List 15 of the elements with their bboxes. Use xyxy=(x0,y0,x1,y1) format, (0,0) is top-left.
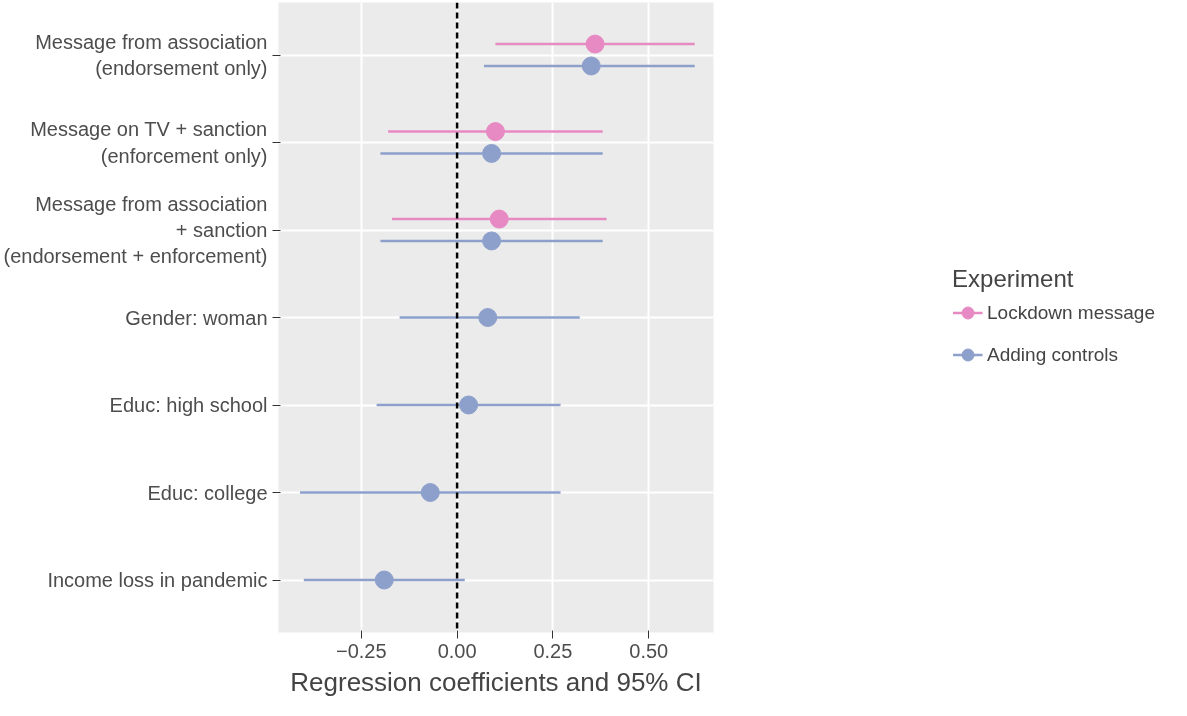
x-tick-label: 0.50 xyxy=(629,639,669,662)
y-tick-label: Educ: high school xyxy=(109,394,268,416)
legend-title: Experiment xyxy=(952,264,1075,293)
x-tick-label: −0.25 xyxy=(335,639,387,662)
legend-label: Lockdown message xyxy=(987,301,1155,324)
y-tick-label: Gender: woman xyxy=(125,306,268,329)
x-tick-label: 0.25 xyxy=(533,639,573,662)
x-tick-label: 0.00 xyxy=(437,639,477,662)
x-axis-title: Regression coefficients and 95% CI xyxy=(290,666,702,697)
y-tick-label: Income loss in pandemic xyxy=(47,569,268,591)
legend-label: Adding controls xyxy=(987,343,1118,366)
y-tick-label: Message from association (endorsement only) xyxy=(35,30,268,80)
y-tick-label: Educ: college xyxy=(147,481,268,504)
y-tick-label: Message on TV + sanction (enforcement only) xyxy=(30,118,268,167)
y-tick-label: Message from association + sanction (endorsement + enforcement) xyxy=(3,192,268,268)
